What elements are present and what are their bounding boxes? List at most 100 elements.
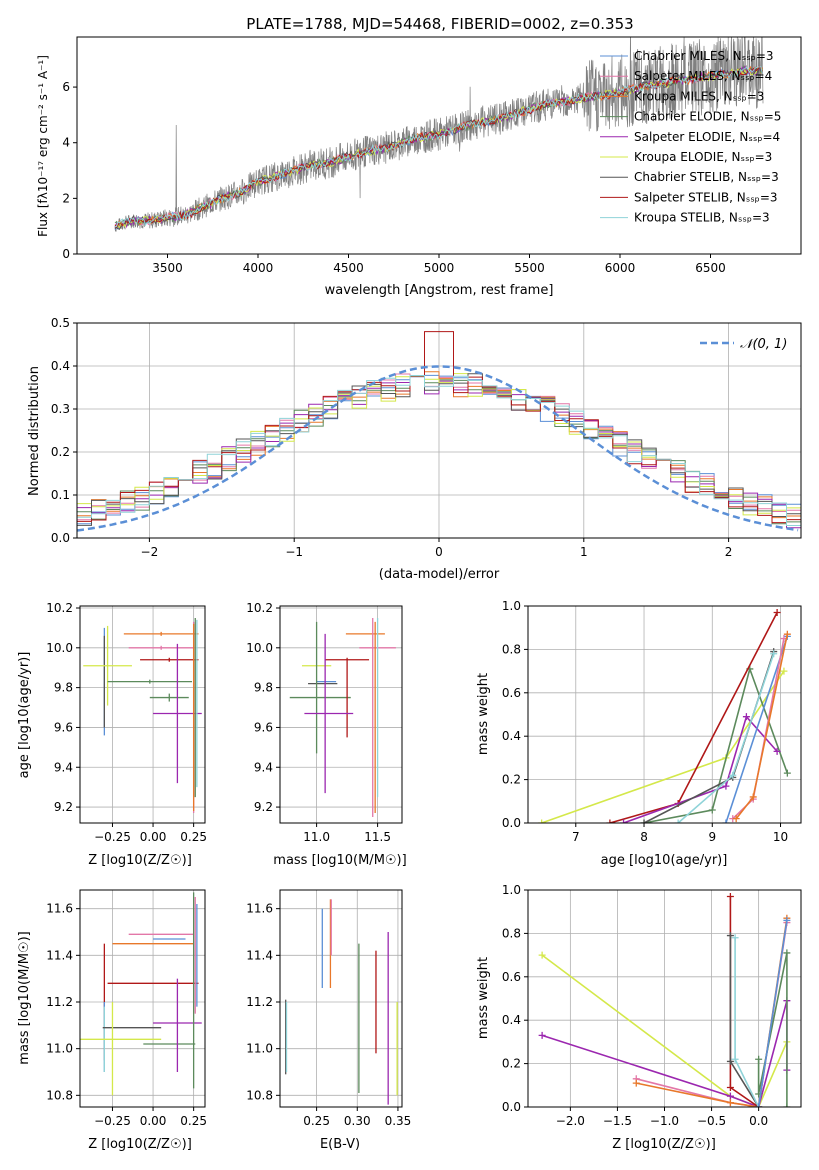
legend-entry: Chabrier MILES, Nₛₛₚ=3 bbox=[634, 49, 774, 63]
mwAge-xlabel: age [log10(age/yr)] bbox=[601, 853, 728, 868]
x-tick-label: 1 bbox=[580, 545, 588, 559]
x-tick-label: 0.0 bbox=[749, 1114, 768, 1128]
y-tick-label: 11.0 bbox=[246, 1042, 273, 1056]
residual-histograms bbox=[77, 331, 801, 532]
weight-line bbox=[541, 670, 785, 823]
x-tick-label: 5500 bbox=[514, 261, 545, 275]
y-tick-label: 6 bbox=[62, 80, 70, 94]
ageM-xlabel: mass [log10(M/M☉)] bbox=[273, 853, 406, 868]
y-tick-label: 1.0 bbox=[502, 599, 521, 613]
x-tick-label: 3500 bbox=[152, 261, 183, 275]
x-tick-label: 0.00 bbox=[140, 830, 167, 844]
residuals-legend-label: 𝒩(0, 1) bbox=[740, 337, 787, 352]
y-tick-label: 1.0 bbox=[502, 883, 521, 897]
weight-line bbox=[734, 937, 760, 1107]
x-tick-label: 11.0 bbox=[303, 830, 330, 844]
spectrum-ylabel: Flux [fλ10⁻¹⁷ erg cm⁻² s⁻¹ A⁻¹] bbox=[36, 55, 50, 237]
y-tick-label: 0.2 bbox=[502, 1057, 521, 1071]
x-tick-label: 6000 bbox=[605, 261, 636, 275]
y-tick-label: 9.6 bbox=[254, 720, 273, 734]
weight-lines bbox=[538, 893, 791, 1107]
ageZ-xlabel: Z [log10(Z/Z☉)] bbox=[88, 853, 192, 868]
x-tick-label: −1.5 bbox=[603, 1114, 632, 1128]
weight-marker bbox=[783, 769, 791, 777]
y-tick-label: 10.8 bbox=[246, 1088, 273, 1102]
weight-marker bbox=[632, 1079, 640, 1087]
x-tick-label: 6500 bbox=[695, 261, 726, 275]
weight-marker bbox=[726, 893, 734, 901]
x-tick-label: 2 bbox=[725, 545, 733, 559]
weight-line bbox=[732, 638, 785, 820]
y-tick-label: 9.8 bbox=[254, 681, 273, 695]
y-tick-label: 10.2 bbox=[246, 601, 273, 615]
y-tick-label: 2 bbox=[62, 191, 70, 205]
model-spectrum-line bbox=[115, 66, 763, 228]
residuals-ylabel: Normed distribution bbox=[27, 366, 42, 496]
y-tick-label: 0.3 bbox=[51, 402, 70, 416]
legend-entry: Kroupa MILES, Nₛₛₚ=3 bbox=[634, 89, 764, 103]
y-tick-label: 9.2 bbox=[54, 800, 73, 814]
mwZ-xlabel: Z [log10(Z/Z☉)] bbox=[612, 1137, 716, 1152]
weight-line bbox=[757, 920, 788, 1107]
mass-vs-ebv-panel: 0.25 0.30 0.35 10.8 11.0 11.2 11.4 11.6 E(B-V) bbox=[246, 889, 412, 1152]
x-tick-label: 8 bbox=[640, 830, 648, 844]
x-tick-label: −0.5 bbox=[697, 1114, 726, 1128]
y-tick-label: 0.0 bbox=[502, 1100, 521, 1114]
gaussian-curve bbox=[77, 365, 799, 532]
y-tick-label: 11.6 bbox=[46, 902, 73, 916]
x-tick-label: −1.0 bbox=[650, 1114, 679, 1128]
weight-marker bbox=[749, 793, 757, 801]
weight-marker bbox=[731, 1055, 739, 1063]
weight-marker bbox=[783, 949, 791, 957]
residual-histogram bbox=[77, 331, 801, 524]
weight-marker bbox=[783, 1103, 791, 1107]
x-tick-label: −0.25 bbox=[94, 830, 131, 844]
figure-title: PLATE=1788, MJD=54468, FIBERID=0002, z=0… bbox=[246, 15, 633, 33]
legend-entry: Salpeter STELIB, Nₛₛₚ=3 bbox=[634, 190, 778, 204]
y-tick-label: 9.4 bbox=[54, 760, 73, 774]
x-tick-label: 7 bbox=[572, 830, 580, 844]
weight-marker bbox=[729, 771, 737, 779]
x-tick-label: 5000 bbox=[424, 261, 455, 275]
weight-marker bbox=[726, 1083, 734, 1091]
y-tick-label: 0.2 bbox=[502, 773, 521, 787]
weight-marker bbox=[538, 1031, 546, 1039]
y-tick-label: 0.1 bbox=[51, 488, 70, 502]
x-tick-label: 0.35 bbox=[385, 1114, 412, 1128]
legend-entry: Kroupa STELIB, Nₛₛₚ=3 bbox=[634, 211, 770, 225]
y-tick-label: 0.8 bbox=[502, 926, 521, 940]
age-vs-mass-panel: 11.0 11.5 9.2 9.4 9.6 9.8 10.0 10.2 mass [log10… bbox=[246, 601, 406, 868]
weight-line bbox=[757, 952, 788, 1107]
x-tick-label: −2 bbox=[141, 545, 159, 559]
y-tick-label: 0.2 bbox=[51, 445, 70, 459]
y-tick-label: 11.2 bbox=[246, 995, 273, 1009]
weight-marker bbox=[726, 932, 734, 940]
weight-marker bbox=[674, 819, 682, 823]
weight-marker bbox=[755, 1055, 763, 1063]
y-tick-label: 0.4 bbox=[51, 359, 70, 373]
mwZ-ylabel: mass weight bbox=[476, 957, 491, 1039]
mwAge-ylabel: mass weight bbox=[476, 673, 491, 755]
weight-marker bbox=[742, 713, 750, 721]
y-tick-label: 0.8 bbox=[502, 642, 521, 656]
mass-weight-vs-metallicity-panel: −2.0 −1.5 −1.0 −0.5 0.0 0.0 0.2 0.4 0.6 0.8 1.0 Z … bbox=[476, 883, 802, 1152]
weight-line bbox=[623, 715, 778, 823]
x-tick-label: −0.25 bbox=[94, 1114, 131, 1128]
massZ-ylabel: mass [log10(M/M☉)] bbox=[17, 931, 32, 1064]
x-tick-label: 0 bbox=[435, 545, 443, 559]
y-tick-label: 0.4 bbox=[502, 1013, 521, 1027]
x-tick-label: −1 bbox=[285, 545, 303, 559]
residual-histogram bbox=[77, 371, 801, 519]
weight-line bbox=[725, 636, 789, 823]
y-tick-label: 0 bbox=[62, 247, 70, 261]
y-tick-label: 11.0 bbox=[46, 1042, 73, 1056]
y-tick-label: 11.4 bbox=[46, 948, 73, 962]
y-tick-label: 11.4 bbox=[246, 948, 273, 962]
residuals-xlabel: (data-model)/error bbox=[379, 567, 500, 582]
legend-entry: Salpeter MILES, Nₛₛₚ=4 bbox=[634, 69, 772, 83]
legend-entry: Chabrier ELODIE, Nₛₛₚ=5 bbox=[634, 110, 781, 124]
x-tick-label: 11.5 bbox=[364, 830, 391, 844]
y-tick-label: 0.6 bbox=[502, 970, 521, 984]
y-tick-label: 0.0 bbox=[502, 816, 521, 830]
